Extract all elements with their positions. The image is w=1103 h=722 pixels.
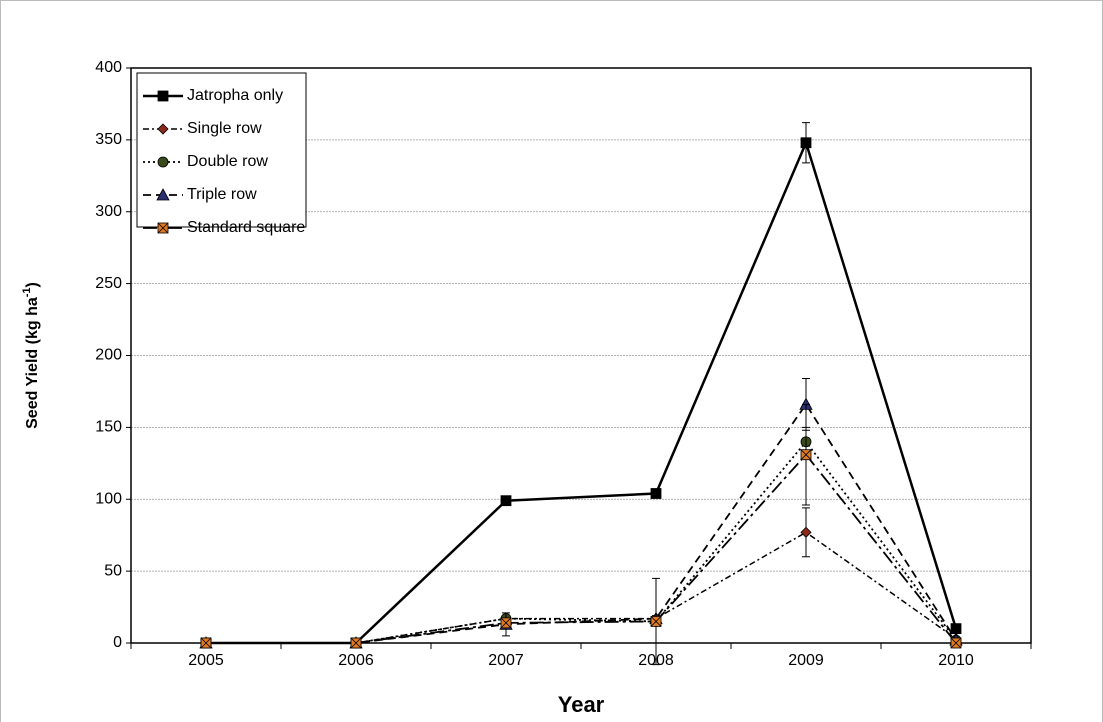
x-tick-label: 2005 <box>188 652 224 669</box>
y-tick-label: 0 <box>113 634 122 651</box>
y-axis-title-sup: -1 <box>21 287 33 297</box>
x-tick-label: 2009 <box>788 652 824 669</box>
marker <box>157 123 169 135</box>
y-tick-label: 150 <box>95 419 122 436</box>
legend-label: Standard square <box>187 219 305 236</box>
marker-cross <box>800 449 812 460</box>
marker-cross <box>350 637 362 649</box>
marker-cross <box>500 617 512 629</box>
marker <box>950 623 962 635</box>
y-tick-label: 50 <box>104 562 122 579</box>
y-tick-label: 200 <box>95 347 122 364</box>
series-line <box>206 453 957 644</box>
y-axis-title-end: ) <box>24 282 41 287</box>
series <box>200 403 962 666</box>
marker-cross <box>157 222 169 234</box>
y-tick-label: 250 <box>95 275 122 292</box>
y-tick-label: 350 <box>95 131 122 148</box>
y-axis-title-text: Seed Yield (kg ha <box>24 297 41 429</box>
marker <box>800 526 812 538</box>
legend-label: Single row <box>187 120 262 137</box>
x-tick-label: 2010 <box>938 652 974 669</box>
legend-label: Triple row <box>187 186 257 203</box>
marker-cross <box>200 637 212 649</box>
y-tick-label: 300 <box>95 203 122 220</box>
marker <box>157 156 169 168</box>
x-tick-label: 2006 <box>338 652 374 669</box>
marker-cross <box>650 616 662 627</box>
x-axis-title: Year <box>558 692 605 717</box>
y-axis-title: Seed Yield (kg ha-1) <box>21 282 41 429</box>
marker <box>500 495 512 507</box>
marker <box>650 488 662 499</box>
marker <box>156 188 170 201</box>
marker <box>157 90 169 102</box>
y-tick-label: 100 <box>95 490 122 507</box>
marker-cross <box>950 637 962 649</box>
y-tick-label: 400 <box>95 59 122 76</box>
x-tick-label: 2007 <box>488 652 524 669</box>
legend-label: Jatropha only <box>187 87 283 104</box>
marker <box>800 137 812 149</box>
legend-label: Double row <box>187 153 268 170</box>
